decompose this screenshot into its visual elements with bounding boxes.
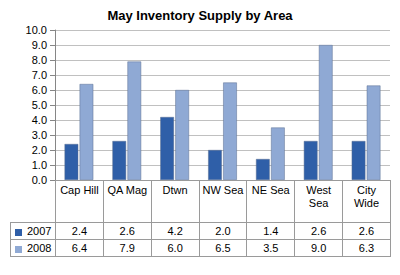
html-text:Cap Hill: Cap Hill bbox=[60, 184, 99, 196]
html-text:City Wide: City Wide bbox=[354, 184, 379, 209]
html-text:Dtwn: Dtwn bbox=[162, 184, 188, 196]
html-text:2.6: 2.6 bbox=[358, 225, 375, 237]
html-text:2007: 2007 bbox=[27, 225, 52, 237]
html-text:West Sea: West Sea bbox=[306, 184, 332, 209]
html-text:NW Sea: NW Sea bbox=[202, 184, 244, 196]
html-text:7.9: 7.9 bbox=[119, 242, 135, 254]
html-text:2008: 2008 bbox=[27, 242, 52, 254]
svg-text:3.0: 3.0 bbox=[32, 129, 47, 141]
svg-text:1.0: 1.0 bbox=[32, 159, 47, 171]
svg-text:8.0: 8.0 bbox=[32, 54, 47, 66]
html-text:6.3: 6.3 bbox=[358, 242, 375, 254]
svg-text:2.0: 2.0 bbox=[32, 144, 47, 156]
html-text:6.0: 6.0 bbox=[167, 242, 183, 254]
html-text:3.5: 3.5 bbox=[263, 242, 279, 254]
html-text:1.4: 1.4 bbox=[263, 225, 279, 237]
svg-text:6.0: 6.0 bbox=[32, 84, 47, 96]
svg-text:7.0: 7.0 bbox=[32, 69, 47, 81]
html-text:2.6: 2.6 bbox=[119, 225, 135, 237]
svg-text:0.0: 0.0 bbox=[32, 174, 47, 186]
html-text:6.4: 6.4 bbox=[71, 242, 88, 254]
html-text:NE Sea: NE Sea bbox=[251, 184, 290, 196]
html-text:6.5: 6.5 bbox=[215, 242, 231, 254]
html-text:2.4: 2.4 bbox=[71, 225, 88, 237]
svg-text:5.0: 5.0 bbox=[32, 99, 47, 111]
html-text:4.2: 4.2 bbox=[167, 225, 183, 237]
html-text:QA Mag: QA Mag bbox=[107, 184, 148, 196]
html-text:9.0: 9.0 bbox=[311, 242, 327, 254]
svg-text:4.0: 4.0 bbox=[32, 114, 47, 126]
svg-text:May Inventory Supply by Area: May Inventory Supply by Area bbox=[107, 8, 293, 23]
svg-text:10.0: 10.0 bbox=[26, 24, 47, 36]
html-text:2.0: 2.0 bbox=[215, 225, 231, 237]
svg-text:9.0: 9.0 bbox=[32, 39, 47, 51]
html-text:2.6: 2.6 bbox=[311, 225, 327, 237]
